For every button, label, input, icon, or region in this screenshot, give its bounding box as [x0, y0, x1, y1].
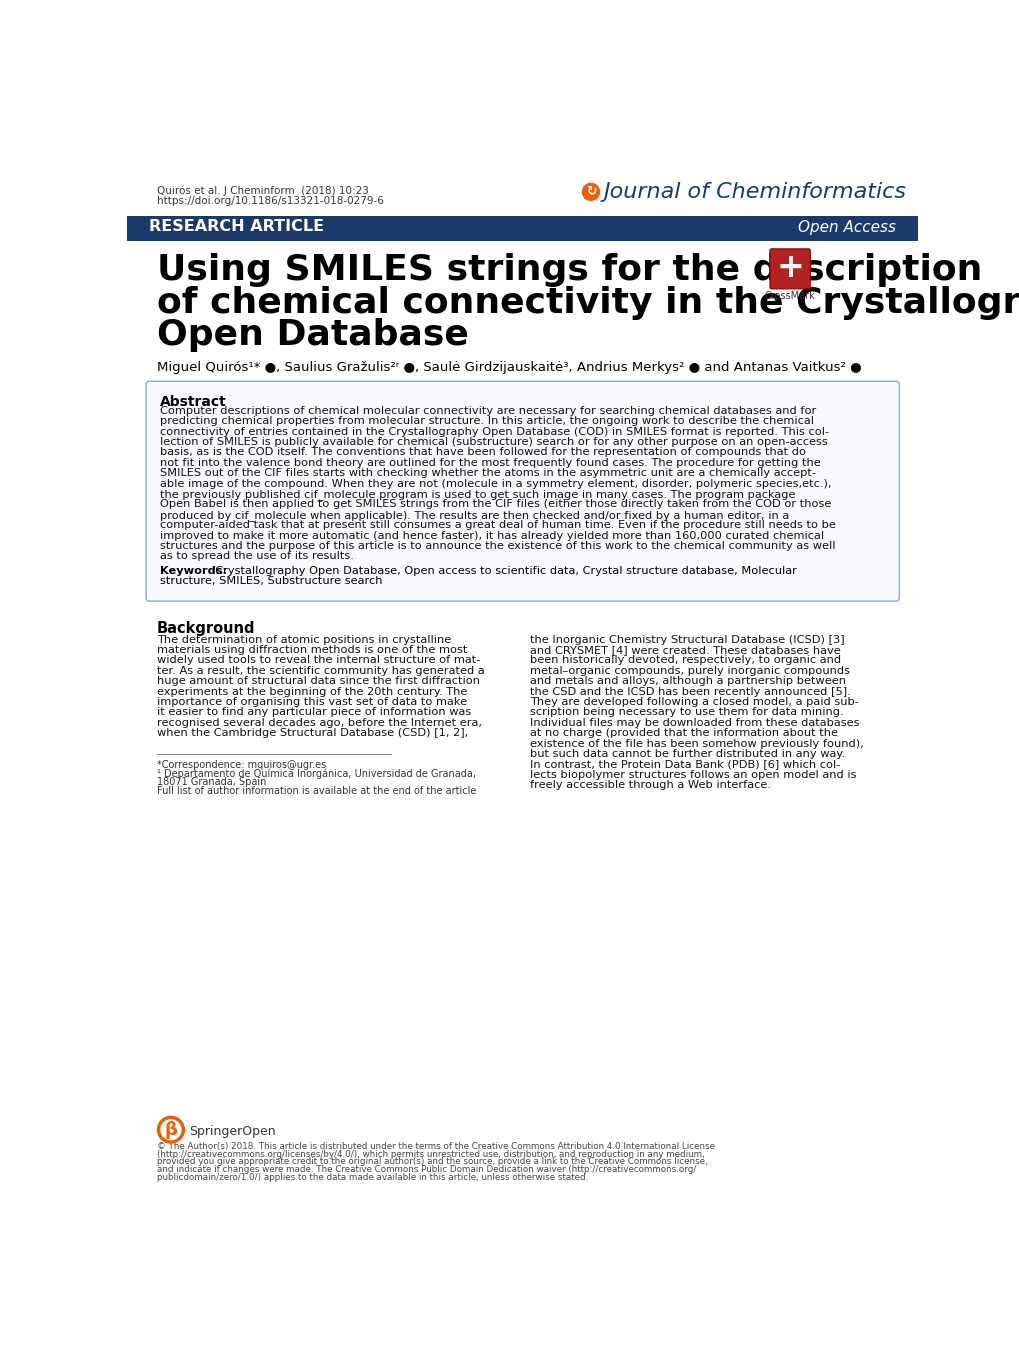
Text: been historically devoted, respectively, to organic and: been historically devoted, respectively,… [530, 656, 841, 665]
Text: when the Cambridge Structural Database (CSD) [1, 2],: when the Cambridge Structural Database (… [157, 728, 468, 738]
Text: (http://creativecommons.org/licenses/by/4.0/), which permits unrestricted use, d: (http://creativecommons.org/licenses/by/… [157, 1150, 704, 1159]
Text: produced by cif_molecule when applicable). The results are then checked and/or f: produced by cif_molecule when applicable… [160, 509, 789, 520]
Text: ↻: ↻ [585, 184, 596, 198]
Text: scription being necessary to use them for data mining.: scription being necessary to use them fo… [530, 707, 844, 717]
Text: the previously published cif_molecule program is used to get such image in many : the previously published cif_molecule pr… [160, 489, 795, 500]
Text: experiments at the beginning of the 20th century. The: experiments at the beginning of the 20th… [157, 687, 467, 696]
Text: Miguel Quirós¹* ●, Saulius Gražulis²ʳ ●, Saulė Girdzijauskaitė³, Andrius Merkys²: Miguel Quirós¹* ●, Saulius Gražulis²ʳ ●,… [157, 362, 861, 374]
Text: +: + [775, 251, 803, 283]
Text: as to spread the use of its results.: as to spread the use of its results. [160, 551, 354, 561]
Text: lects biopolymer structures follows an open model and is: lects biopolymer structures follows an o… [530, 770, 856, 779]
Text: The determination of atomic positions in crystalline: The determination of atomic positions in… [157, 634, 450, 645]
Text: Open Babel is then applied to get SMILES strings from the CIF files (either thos: Open Babel is then applied to get SMILES… [160, 500, 830, 509]
Text: SMILES out of the CIF files starts with checking whether the atoms in the asymme: SMILES out of the CIF files starts with … [160, 469, 815, 478]
Text: 18071 Granada, Spain: 18071 Granada, Spain [157, 776, 266, 787]
FancyBboxPatch shape [146, 381, 899, 602]
Text: Background: Background [157, 621, 255, 635]
Text: Keywords:: Keywords: [160, 565, 227, 576]
Text: the CSD and the ICSD has been recently announced [5].: the CSD and the ICSD has been recently a… [530, 687, 851, 696]
Bar [127, 217, 917, 241]
Text: Quirós et al. J Cheminform  (2018) 10:23: Quirós et al. J Cheminform (2018) 10:23 [157, 186, 369, 196]
Text: widely used tools to reveal the internal structure of mat-: widely used tools to reveal the internal… [157, 656, 480, 665]
Text: lection of SMILES is publicly available for chemical (substructure) search or fo: lection of SMILES is publicly available … [160, 438, 827, 447]
Text: recognised several decades ago, before the Internet era,: recognised several decades ago, before t… [157, 718, 482, 728]
Text: metal–organic compounds, purely inorganic compounds: metal–organic compounds, purely inorgani… [530, 665, 850, 676]
Text: not fit into the valence bond theory are outlined for the most frequently found : not fit into the valence bond theory are… [160, 458, 820, 467]
Text: ¹ Departamento de Química Inorgánica, Universidad de Granada,: ¹ Departamento de Química Inorgánica, Un… [157, 768, 476, 779]
Text: Individual files may be downloaded from these databases: Individual files may be downloaded from … [530, 718, 859, 728]
Text: freely accessible through a Web interface.: freely accessible through a Web interfac… [530, 780, 770, 790]
Text: and metals and alloys, although a partnership between: and metals and alloys, although a partne… [530, 676, 846, 686]
Text: huge amount of structural data since the first diffraction: huge amount of structural data since the… [157, 676, 480, 686]
Text: importance of organising this vast set of data to make: importance of organising this vast set o… [157, 696, 467, 707]
Text: computer-aided task that at present still consumes a great deal of human time. E: computer-aided task that at present stil… [160, 520, 836, 530]
Text: They are developed following a closed model, a paid sub-: They are developed following a closed mo… [530, 696, 859, 707]
Text: In contrast, the Protein Data Bank (PDB) [6] which col-: In contrast, the Protein Data Bank (PDB)… [530, 759, 840, 770]
Text: of chemical connectivity in the Crystallography: of chemical connectivity in the Crystall… [157, 286, 1019, 320]
Text: the Inorganic Chemistry Structural Database (ICSD) [3]: the Inorganic Chemistry Structural Datab… [530, 634, 845, 645]
Text: predicting chemical properties from molecular structure. In this article, the on: predicting chemical properties from mole… [160, 416, 813, 427]
Text: RESEARCH ARTICLE: RESEARCH ARTICLE [149, 218, 324, 234]
FancyBboxPatch shape [769, 249, 809, 289]
Text: Crystallography Open Database, Open access to scientific data, Crystal structure: Crystallography Open Database, Open acce… [208, 565, 796, 576]
Text: β: β [164, 1121, 177, 1138]
Text: it easier to find any particular piece of information was: it easier to find any particular piece o… [157, 707, 471, 717]
Text: https://doi.org/10.1186/s13321-018-0279-6: https://doi.org/10.1186/s13321-018-0279-… [157, 196, 383, 206]
Text: existence of the file has been somehow previously found),: existence of the file has been somehow p… [530, 738, 863, 748]
Text: ter. As a result, the scientific community has generated a: ter. As a result, the scientific communi… [157, 665, 484, 676]
Text: but such data cannot be further distributed in any way.: but such data cannot be further distribu… [530, 749, 845, 759]
Text: *Correspondence: mquiros@ugr.es: *Correspondence: mquiros@ugr.es [157, 760, 326, 770]
Text: Full list of author information is available at the end of the article: Full list of author information is avail… [157, 786, 476, 795]
Text: and CRYSMET [4] were created. These databases have: and CRYSMET [4] were created. These data… [530, 645, 841, 654]
Text: © The Author(s) 2018. This article is distributed under the terms of the Creativ: © The Author(s) 2018. This article is di… [157, 1142, 714, 1150]
Text: CrossMark: CrossMark [764, 291, 815, 301]
Text: improved to make it more automatic (and hence faster), it has already yielded mo: improved to make it more automatic (and … [160, 531, 823, 541]
Text: materials using diffraction methods is one of the most: materials using diffraction methods is o… [157, 645, 467, 654]
Text: structures and the purpose of this article is to announce the existence of this : structures and the purpose of this artic… [160, 541, 835, 551]
Text: provided you give appropriate credit to the original author(s) and the source, p: provided you give appropriate credit to … [157, 1157, 707, 1167]
Text: SpringerOpen: SpringerOpen [190, 1125, 276, 1138]
Text: Using SMILES strings for the description: Using SMILES strings for the description [157, 253, 981, 287]
Text: at no charge (provided that the information about the: at no charge (provided that the informat… [530, 728, 838, 738]
Text: structure, SMILES, Substructure search: structure, SMILES, Substructure search [160, 576, 382, 587]
Text: basis, as is the COD itself. The conventions that have been followed for the rep: basis, as is the COD itself. The convent… [160, 447, 805, 458]
Text: Computer descriptions of chemical molecular connectivity are necessary for searc: Computer descriptions of chemical molecu… [160, 406, 815, 416]
Text: able image of the compound. When they are not (molecule in a symmetry element, d: able image of the compound. When they ar… [160, 478, 830, 489]
Text: and indicate if changes were made. The Creative Commons Public Domain Dedication: and indicate if changes were made. The C… [157, 1165, 696, 1175]
Text: publicdomain/zero/1.0/) applies to the data made available in this article, unle: publicdomain/zero/1.0/) applies to the d… [157, 1173, 588, 1182]
Circle shape [582, 183, 599, 201]
Text: Open Database: Open Database [157, 318, 469, 352]
Text: Abstract: Abstract [160, 396, 226, 409]
Text: connectivity of entries contained in the Crystallography Open Database (COD) in : connectivity of entries contained in the… [160, 427, 828, 436]
Text: Open Access: Open Access [798, 221, 896, 236]
Text: Journal of Cheminformatics: Journal of Cheminformatics [603, 182, 906, 202]
